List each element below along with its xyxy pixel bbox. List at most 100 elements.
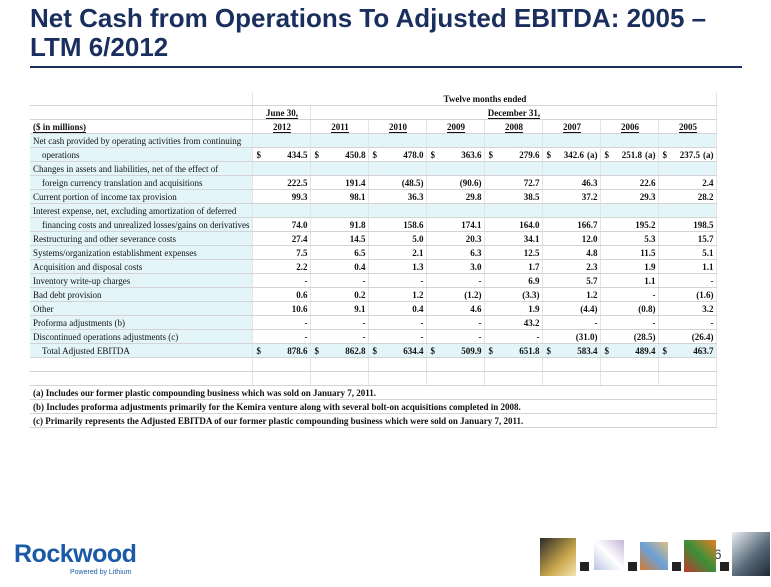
value-cell: (48.5) (368, 175, 428, 190)
value-cell: - (310, 273, 370, 288)
value-cell: 46.3 (542, 175, 602, 190)
photo-thumb (732, 532, 770, 576)
value: 14.5 (349, 233, 366, 244)
value-cell: 38.5 (484, 189, 544, 204)
value-cell: - (368, 315, 428, 330)
value: 1.9 (644, 261, 656, 272)
value: 27.4 (291, 233, 308, 244)
value-cell: (4.4) (542, 301, 602, 316)
value-cell: - (600, 315, 660, 330)
value: - (304, 275, 308, 286)
row-label: Proforma adjustments (b) (30, 315, 254, 330)
bullet (672, 562, 681, 571)
value: - (478, 317, 482, 328)
value: - (362, 317, 366, 328)
currency: $ (314, 149, 319, 160)
value-cell: 5.7 (542, 273, 602, 288)
value-cell: - (368, 329, 428, 344)
row-label: Interest expense, net, excluding amortiz… (30, 203, 254, 218)
value-cell: (28.5) (600, 329, 660, 344)
value-cell: 15.7 (658, 231, 718, 246)
value-cell: 7.5 (252, 245, 312, 260)
value: 191.4 (345, 177, 366, 188)
value-cell: $634.4 (368, 343, 428, 358)
value-cell: $878.6 (252, 343, 312, 358)
currency: $ (256, 345, 261, 356)
value: 6.3 (470, 247, 482, 258)
table-row: Net cash provided by operating activitie… (30, 133, 718, 148)
cell (484, 371, 544, 386)
table-row: ($ in millions) 2012 2011 2010 2009 2008 2007 2… (30, 119, 718, 134)
cell (310, 161, 370, 176)
value-cell: 195.2 (600, 217, 660, 232)
row-label: financing costs and unrealized losses/ga… (30, 217, 254, 232)
value-cell: 191.4 (310, 175, 370, 190)
currency: $ (604, 149, 609, 160)
value: 15.7 (697, 233, 714, 244)
table-row: Total Adjusted EBITDA $878.6 $862.8 $634.4 $… (30, 343, 718, 358)
value: 5.7 (586, 275, 598, 286)
bullet (580, 562, 589, 571)
value-cell: 20.3 (426, 231, 486, 246)
value: 489.4 (635, 345, 656, 356)
currency: $ (430, 345, 435, 356)
cell (600, 203, 660, 218)
value-cell: - (600, 287, 660, 302)
value-cell: 6.5 (310, 245, 370, 260)
value: 1.1 (702, 261, 714, 272)
value-cell: 0.6 (252, 287, 312, 302)
value: (3.3) (522, 289, 540, 300)
value: 174.1 (461, 219, 482, 230)
logo: Rockwood (14, 540, 137, 568)
value: (48.5) (401, 177, 424, 188)
value-cell: - (484, 329, 544, 344)
cell (658, 203, 718, 218)
value: 4.6 (470, 303, 482, 314)
year-cell: 2009 (426, 119, 486, 134)
cell (368, 133, 428, 148)
value-cell: 1.9 (484, 301, 544, 316)
cell (426, 203, 486, 218)
cell (368, 161, 428, 176)
table-row: foreign currency translation and acquisi… (30, 175, 718, 190)
value: 72.7 (523, 177, 540, 188)
currency: $ (604, 345, 609, 356)
currency: $ (372, 345, 377, 356)
value-cell: 1.1 (600, 273, 660, 288)
table-row: Proforma adjustments (b) - - - - 43.2 - - - (30, 315, 718, 330)
value-cell: - (252, 273, 312, 288)
total-label: Total Adjusted EBITDA (30, 343, 254, 358)
table-row: Discontinued operations adjustments (c) -… (30, 329, 718, 344)
value: 29.8 (465, 191, 482, 202)
value-cell: 164.0 (484, 217, 544, 232)
table-row: Twelve months ended (30, 92, 718, 106)
value: - (304, 331, 308, 342)
year-cell: 2007 (542, 119, 602, 134)
value-cell: - (310, 315, 370, 330)
cell (484, 203, 544, 218)
value-cell: 14.5 (310, 231, 370, 246)
cell (600, 133, 660, 148)
cell (30, 92, 254, 106)
cell (658, 133, 718, 148)
value: 5.3 (644, 233, 656, 244)
table-row: (c) Primarily represents the Adjusted EB… (30, 413, 718, 428)
cell (426, 133, 486, 148)
value-cell: $251.8 (a) (600, 147, 660, 162)
value-cell: 5.3 (600, 231, 660, 246)
cell (426, 357, 486, 372)
value: (1.2) (464, 289, 482, 300)
value-cell: $651.8 (484, 343, 544, 358)
value-cell: 1.1 (658, 259, 718, 274)
currency: $ (314, 345, 319, 356)
table-row: Bad debt provision 0.6 0.2 1.2 (1.2) (3.3) 1.2… (30, 287, 718, 302)
value-cell: 6.9 (484, 273, 544, 288)
value-cell: 36.3 (368, 189, 428, 204)
value: - (362, 275, 366, 286)
year-cell: 2011 (310, 119, 370, 134)
value-cell: 4.6 (426, 301, 486, 316)
value-cell: 5.0 (368, 231, 428, 246)
value: 20.3 (465, 233, 482, 244)
value: 251.8 (621, 149, 642, 160)
cell (600, 371, 660, 386)
